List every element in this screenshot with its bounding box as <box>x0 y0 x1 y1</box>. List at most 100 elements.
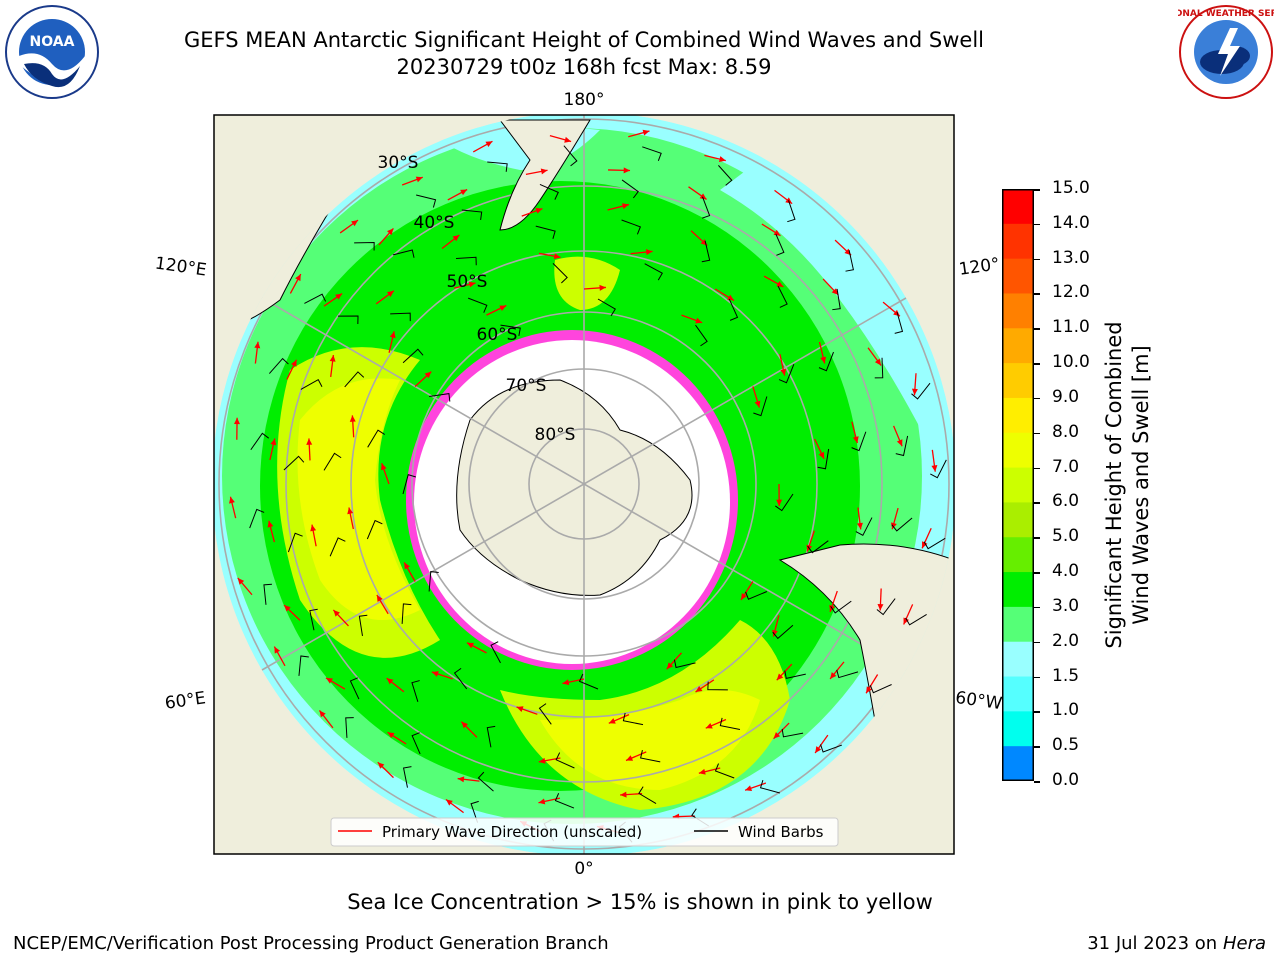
wave-arrow-head <box>380 463 387 471</box>
wave-arrow-head <box>740 593 747 600</box>
wind-barb <box>554 793 575 809</box>
colorbar-tick-mark <box>1034 432 1040 435</box>
wave-arrow-head <box>666 662 674 670</box>
wave-arrow-head <box>295 274 301 282</box>
wave-arrow-head <box>329 355 336 362</box>
wave-arrow-head <box>922 541 928 549</box>
wave-arrow-head <box>564 136 572 143</box>
wave-arrow-head <box>818 451 825 459</box>
wind-barb <box>714 763 735 779</box>
wave-arrow-head <box>699 193 707 200</box>
wind-barb <box>781 728 804 738</box>
colorbar-tick-label: 3.0 <box>1052 595 1080 616</box>
footer-date-text: 31 Jul 2023 on <box>1087 933 1223 954</box>
wind-barb <box>695 324 708 347</box>
wind-barb <box>778 363 795 384</box>
colorbar-title-line1: Significant Height of Combined <box>1102 321 1126 649</box>
wave-arrow-head <box>773 229 781 236</box>
colorbar-segment <box>1002 572 1034 608</box>
wind-barb <box>640 750 661 763</box>
wind-barb <box>455 256 477 266</box>
noaa-logo-text: NOAA <box>30 34 75 50</box>
wind-barb <box>911 382 931 400</box>
wind-barb <box>538 703 552 725</box>
wave-arrow-head <box>306 438 313 445</box>
wind-barb <box>775 493 794 512</box>
wave-arrow-head <box>891 522 897 530</box>
wind-barb <box>787 200 796 223</box>
footer-machine: Hera <box>1222 933 1266 954</box>
wind-barb <box>836 669 859 679</box>
colorbar-tick-mark <box>1034 711 1040 713</box>
wave-arrow-head <box>349 415 356 422</box>
wind-barb <box>923 537 946 550</box>
wave-arrow-head <box>415 176 423 183</box>
wave-arrow-head <box>387 732 395 739</box>
lat-label-70s: 70°S <box>506 376 547 396</box>
lon-label-60w: 60°W <box>954 688 1003 714</box>
wind-barb <box>470 800 479 823</box>
wind-barb <box>830 600 852 614</box>
wave-arrow-head <box>335 293 343 300</box>
map-legend: Primary Wave Direction (unscaled) Wind B… <box>330 817 839 847</box>
wave-arrow-head <box>896 439 903 447</box>
wind-barb <box>323 452 342 471</box>
colorbar <box>1002 189 1034 781</box>
colorbar-tick-label: 13.0 <box>1052 247 1090 268</box>
wave-arrow-head <box>776 281 784 287</box>
wind-barb <box>905 613 927 626</box>
wave-arrow-head <box>698 768 706 775</box>
wave-arrow-head <box>705 722 713 729</box>
wave-arrow-head <box>234 417 241 425</box>
lat-label-50s: 50°S <box>447 272 488 292</box>
colorbar-tick-label: 0.5 <box>1052 735 1080 756</box>
wave-arrow-head <box>254 341 261 349</box>
wind-barb <box>563 145 578 167</box>
wind-barb <box>719 717 741 731</box>
wave-arrow-head <box>377 762 385 769</box>
wind-barb <box>728 298 739 321</box>
wind-barbs <box>249 145 947 843</box>
wind-barb <box>759 779 780 794</box>
wave-arrow-head <box>831 288 839 295</box>
wave-arrow-head <box>274 646 281 654</box>
wind-barb <box>411 732 421 755</box>
sea-ice-caption: Sea Ice Concentration > 15% is shown in … <box>347 890 933 914</box>
wind-barb <box>345 717 354 738</box>
nws-logo-text: NATIONAL WEATHER SERVICE <box>1178 9 1274 19</box>
wave-arrow-head <box>229 496 235 504</box>
lat-label-40s: 40°S <box>414 213 455 233</box>
wave-arrow-head <box>695 317 703 324</box>
chart-subtitle: 20230729 t00z 168h fcst Max: 8.59 <box>396 55 772 79</box>
wind-barb <box>621 179 639 199</box>
wave-arrow-head <box>626 755 634 761</box>
colorbar-tick-mark <box>1034 328 1040 330</box>
wind-barb <box>539 183 559 200</box>
colorbar-segment <box>1002 711 1034 747</box>
colorbar-tick-label: 7.0 <box>1052 456 1080 477</box>
wind-barb <box>283 455 305 471</box>
lon-label-0: 0° <box>574 859 593 879</box>
wind-barb <box>552 262 568 284</box>
colorbar-segment <box>1002 467 1034 504</box>
wave-arrow-head <box>745 785 753 791</box>
wind-barb <box>895 435 909 457</box>
wave-arrow-head <box>877 604 884 611</box>
wave-arrow-head <box>608 718 616 724</box>
wave-arrow-head <box>424 371 432 379</box>
wave-arrow-head <box>284 605 291 612</box>
wave-arrow-head <box>347 507 354 515</box>
wind-barb <box>707 681 728 691</box>
lat-label-80s: 80°S <box>535 425 576 445</box>
wind-barb <box>851 431 867 452</box>
colorbar-tick-mark <box>1034 572 1040 574</box>
lon-label-120e: 120°E <box>154 254 208 281</box>
footer-producer: NCEP/EMC/Verification Post Processing Pr… <box>13 933 609 954</box>
colorbar-tick-label: 14.0 <box>1052 212 1090 233</box>
colorbar-tick-mark <box>1034 606 1040 609</box>
colorbar-segment <box>1002 189 1034 225</box>
colorbar-tick-label: 1.0 <box>1052 700 1080 721</box>
wave-arrow-head <box>538 798 546 805</box>
colorbar-tick-mark <box>1034 781 1040 783</box>
